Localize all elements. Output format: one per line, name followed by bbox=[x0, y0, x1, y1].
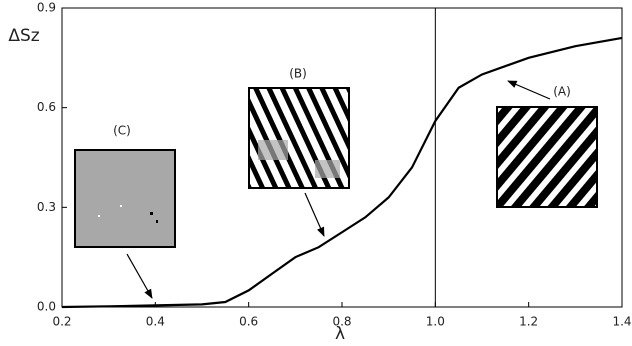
annotation: (C) bbox=[113, 124, 131, 138]
y-tick-label: 0.9 bbox=[37, 1, 56, 15]
x-tick-label: 1.2 bbox=[519, 315, 538, 329]
x-tick-label: 0.8 bbox=[332, 315, 351, 329]
x-tick-label: 1.0 bbox=[426, 315, 445, 329]
annotation: (A) bbox=[553, 85, 571, 99]
x-tick-label: 0.2 bbox=[52, 315, 71, 329]
inset-c bbox=[75, 150, 175, 247]
y-tick-label: 0.6 bbox=[37, 100, 56, 114]
x-tick-label: 0.4 bbox=[146, 315, 165, 329]
annotation: (B) bbox=[289, 67, 307, 81]
chart: (A) (B) (C) λ ΔSz 0.00.30.60.90.20.40.60… bbox=[0, 0, 632, 346]
x-tick-label: 0.6 bbox=[239, 315, 258, 329]
arrow bbox=[127, 254, 152, 298]
y-axis-title: ΔSz bbox=[8, 26, 39, 46]
x-tick-label: 1.4 bbox=[612, 315, 631, 329]
inset-a bbox=[497, 107, 597, 207]
inset-b bbox=[249, 88, 349, 188]
y-tick-label: 0.0 bbox=[37, 300, 56, 314]
y-tick-label: 0.3 bbox=[37, 200, 56, 214]
arrow bbox=[305, 193, 324, 236]
arrow bbox=[508, 81, 550, 99]
